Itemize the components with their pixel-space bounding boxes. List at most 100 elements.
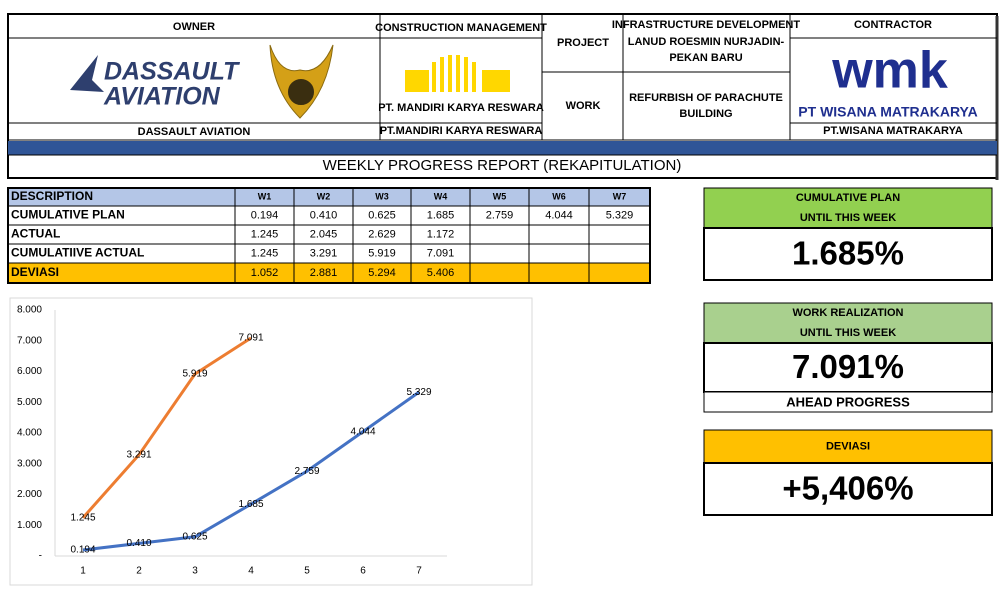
logo-bar — [456, 55, 460, 92]
table-cell — [588, 262, 651, 284]
data-label: 0.194 — [70, 545, 95, 556]
cm-logo: PT. MANDIRI KARYA RESWARA — [378, 55, 544, 114]
table-cell — [469, 243, 530, 264]
y-tick-label: 1.000 — [17, 520, 42, 531]
x-tick-label: 4 — [248, 566, 254, 577]
project-line: LANUD ROESMIN NURJADIN- — [628, 36, 785, 48]
data-label: 0.625 — [182, 531, 207, 542]
dassault-logo: DASSAULT AVIATION — [70, 55, 241, 111]
table-value: 2.881 — [310, 267, 338, 279]
row-label: CUMULATIVE PLAN — [11, 208, 125, 222]
column-header: W1 — [258, 191, 272, 201]
table-value: 2.629 — [368, 228, 396, 240]
table-cell — [588, 243, 651, 264]
panel-title: WORK REALIZATION — [792, 307, 903, 319]
panel-note: AHEAD PROGRESS — [786, 394, 910, 409]
logo-text: AVIATION — [103, 83, 221, 111]
emblem-core — [286, 77, 316, 107]
logo-bar — [482, 70, 510, 92]
table-cell — [469, 224, 530, 245]
y-tick-label: 7.000 — [17, 335, 42, 346]
panel-value-box — [703, 462, 993, 516]
column-header: W4 — [434, 191, 448, 201]
table-value: 5.919 — [368, 247, 396, 259]
chart-frame — [9, 297, 533, 586]
emblem — [269, 44, 334, 119]
table-cell — [528, 262, 590, 284]
series-line — [81, 336, 252, 519]
panel-header — [703, 187, 993, 229]
table-value: 2.759 — [486, 209, 514, 221]
panel-value-box — [703, 342, 993, 393]
wmk-logo: wmk — [831, 42, 948, 100]
data-label: 3.291 — [126, 449, 151, 460]
table-value: 1.172 — [427, 228, 455, 240]
logo-bar — [464, 57, 468, 92]
y-tick-label: 4.000 — [17, 428, 42, 439]
report-title: WEEKLY PROGRESS REPORT (REKAPITULATION) — [323, 157, 682, 174]
logo-shape — [70, 55, 104, 92]
owner-label: OWNER — [173, 21, 215, 33]
table-value: 3.291 — [310, 247, 338, 259]
row-label: ACTUAL — [11, 227, 60, 241]
table-cell — [588, 224, 651, 245]
row-label: DEVIASI — [11, 265, 59, 279]
y-tick-label: - — [39, 551, 42, 562]
data-label: 5.329 — [406, 387, 431, 398]
data-label: 0.410 — [126, 538, 151, 549]
blue-band — [8, 141, 997, 155]
logo-bar — [405, 70, 429, 92]
work-line: BUILDING — [679, 108, 732, 120]
logo-bar — [432, 62, 436, 92]
panel-title: CUMULATIVE PLAN — [796, 192, 900, 204]
table-value: 0.625 — [368, 209, 396, 221]
table-value: 5.329 — [606, 209, 634, 221]
chart: - 1.000 2.000 3.000 4.000 5.000 6.000 7.000 8.00… — [17, 305, 447, 577]
table-border — [7, 187, 651, 284]
logo-bar — [440, 57, 444, 92]
y-tick-label: 2.000 — [17, 489, 42, 500]
table-cell — [528, 243, 590, 264]
x-tick-label: 1 — [80, 566, 86, 577]
panel-value: 1.685% — [792, 235, 904, 272]
project-label: PROJECT — [557, 37, 609, 49]
progress-table: DESCRIPTION W1 W2 W3 W4 W5 W6 W7 CUMULATIVE PLAN… — [7, 187, 651, 284]
table-cell — [528, 224, 590, 245]
panel-header — [703, 429, 993, 464]
y-tick-label: 5.000 — [17, 397, 42, 408]
column-header: W5 — [493, 191, 507, 201]
table-value: 0.194 — [251, 209, 279, 221]
data-label: 7.091 — [238, 333, 263, 344]
panel-value: +5,406% — [782, 470, 913, 507]
panel-value-box — [703, 227, 993, 281]
logo-bar — [448, 55, 452, 92]
column-header: W7 — [613, 191, 627, 201]
contractor-logo-text: PT WISANA MATRAKARYA — [798, 104, 977, 120]
x-tick-label: 6 — [360, 566, 366, 577]
table-value: 1.052 — [251, 267, 279, 279]
table-value: 2.045 — [310, 228, 338, 240]
y-tick-label: 8.000 — [17, 305, 42, 316]
data-label: 2.759 — [294, 466, 319, 477]
project-line: PEKAN BARU — [669, 52, 742, 64]
data-label: 1.685 — [238, 499, 263, 510]
work-label: WORK — [566, 100, 601, 112]
row-label: CUMULATIIVE ACTUAL — [11, 246, 144, 260]
column-header: W2 — [317, 191, 331, 201]
summary-panels: CUMULATIVE PLAN UNTIL THIS WEEK 1.685% WORK… — [703, 187, 993, 516]
contractor-name: PT.WISANA MATRAKARYA — [823, 125, 963, 137]
row-label: DESCRIPTION — [11, 189, 93, 203]
table-value: 1.245 — [251, 228, 279, 240]
data-label: 5.919 — [182, 369, 207, 380]
x-tick-label: 3 — [192, 566, 198, 577]
logo-text: DASSAULT — [104, 58, 241, 86]
owner-name: DASSAULT AVIATION — [138, 126, 251, 138]
contractor-label: CONTRACTOR — [854, 19, 932, 31]
column-header: W6 — [552, 191, 566, 201]
table-value: 5.406 — [427, 267, 455, 279]
cm-label: CONSTRUCTION MANAGEMENT — [375, 22, 547, 34]
cm-name: PT.MANDIRI KARYA RESWARA — [380, 125, 543, 137]
panel-title: UNTIL THIS WEEK — [800, 327, 896, 339]
project-line: INFRASTRUCTURE DEVELOPMENT — [612, 19, 801, 31]
